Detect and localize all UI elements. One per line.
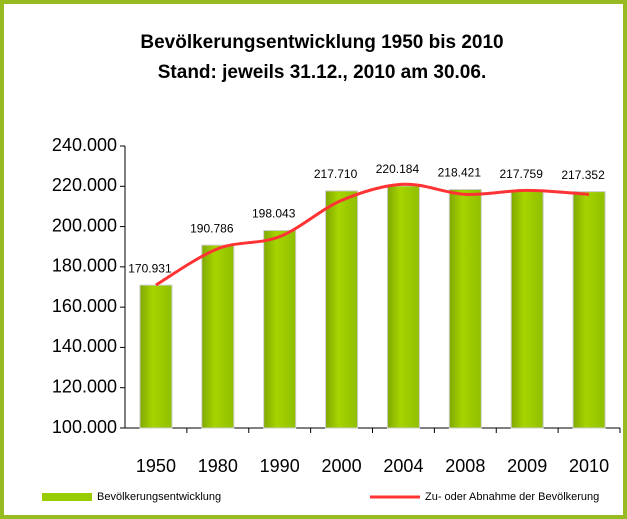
bar [325, 190, 359, 429]
x-tick-label: 2008 [445, 456, 485, 476]
chart-subtitle: Stand: jeweils 31.12., 2010 am 30.06. [158, 62, 486, 83]
data-label: 217.710 [314, 167, 358, 181]
data-label: 170.931 [128, 261, 172, 275]
y-tick-label: 160.000 [52, 296, 117, 316]
data-label: 190.786 [190, 221, 234, 235]
data-label: 217.759 [499, 167, 543, 181]
chart-title: Bevölkerungsentwicklung 1950 bis 2010 [140, 32, 503, 53]
data-label: 198.043 [252, 207, 296, 221]
legend-label: Bevölkerungsentwicklung [97, 491, 221, 503]
y-tick-label: 240.000 [52, 135, 117, 155]
data-label: 217.352 [561, 168, 605, 182]
data-label: 218.421 [438, 166, 482, 180]
y-tick-label: 220.000 [52, 175, 117, 195]
x-tick-label: 2004 [383, 456, 423, 476]
y-tick-label: 100.000 [52, 417, 117, 437]
bar [139, 284, 173, 429]
y-tick-label: 200.000 [52, 215, 117, 235]
x-tick-label: 2000 [322, 456, 362, 476]
bar [572, 191, 606, 429]
bar [448, 188, 482, 429]
y-tick-label: 120.000 [52, 376, 117, 396]
legend-label: Zu- oder Abnahme der Bevölkerung [425, 491, 599, 503]
line [155, 182, 590, 287]
x-tick-label: 1950 [136, 456, 176, 476]
y-tick-label: 180.000 [52, 256, 117, 276]
legend-swatch [42, 493, 92, 501]
y-tick-label: 140.000 [52, 336, 117, 356]
bar [201, 244, 235, 429]
x-tick-label: 2009 [507, 456, 547, 476]
data-label: 220.184 [376, 162, 420, 176]
x-tick-label: 1990 [260, 456, 300, 476]
bar [263, 230, 297, 429]
bar [386, 185, 420, 429]
x-tick-label: 2010 [569, 456, 609, 476]
x-tick-label: 1980 [198, 456, 238, 476]
bar [510, 190, 544, 429]
